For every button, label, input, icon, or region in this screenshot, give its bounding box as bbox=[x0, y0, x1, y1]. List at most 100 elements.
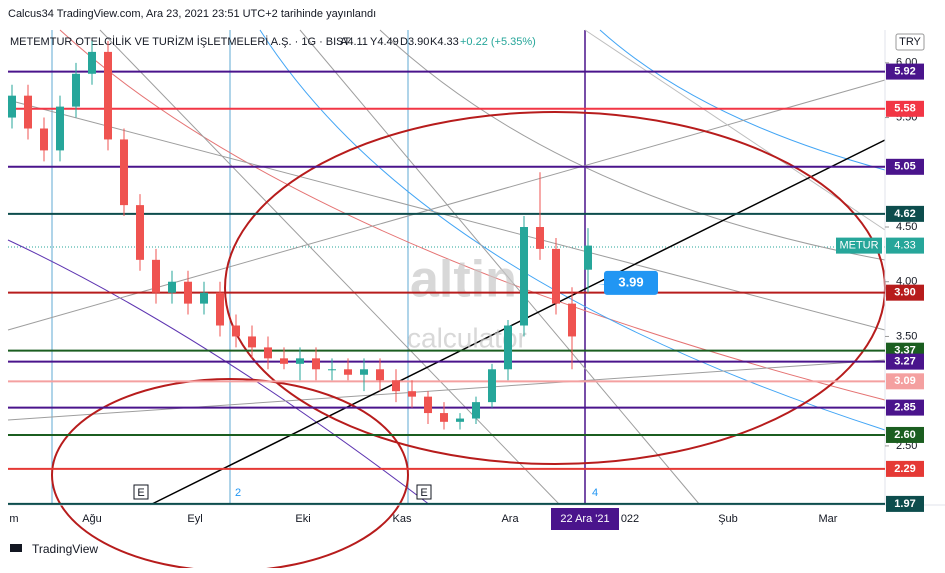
candle-body bbox=[552, 248, 560, 304]
candle-body bbox=[200, 292, 208, 304]
candle-body bbox=[296, 358, 304, 364]
candle-body bbox=[264, 347, 272, 359]
candle-body bbox=[392, 380, 400, 392]
level-label: 3.09 bbox=[894, 375, 915, 387]
last-name: METUR bbox=[839, 240, 878, 252]
ohlc-value: Y4.49 bbox=[370, 36, 399, 48]
level-label: 5.58 bbox=[894, 103, 915, 115]
ohlc-value: D3.90 bbox=[400, 36, 429, 48]
candle-body bbox=[328, 369, 336, 371]
x-tick-label: Eyl bbox=[187, 513, 202, 525]
logo-text: TradingView bbox=[32, 542, 98, 556]
candle-body bbox=[104, 51, 112, 140]
marker: E bbox=[420, 487, 427, 499]
candle-body bbox=[456, 418, 464, 422]
candle-body bbox=[8, 95, 16, 118]
level-label: 2.29 bbox=[894, 463, 915, 475]
candle-body bbox=[504, 325, 512, 370]
published-note: Calcus34 TradingView.com, Ara 23, 2021 2… bbox=[8, 8, 376, 20]
ohlc-value: A4.11 bbox=[340, 36, 368, 48]
level-label: 2.85 bbox=[894, 401, 915, 413]
level-label-box bbox=[886, 284, 924, 301]
candle-body bbox=[280, 358, 288, 364]
x-tick-label: Mar bbox=[819, 513, 838, 525]
level-label-box bbox=[886, 100, 924, 117]
crosshair-box bbox=[551, 508, 619, 530]
symbol-title: METEMTUR OTELCİLİK VE TURİZM İŞLETMELERİ… bbox=[10, 35, 351, 48]
candle-body bbox=[408, 391, 416, 397]
currency: TRY bbox=[899, 36, 921, 48]
candle-body bbox=[536, 227, 544, 249]
candle-body bbox=[312, 358, 320, 370]
level-label-box bbox=[886, 460, 924, 477]
candle-body bbox=[520, 227, 528, 326]
level-label-box bbox=[886, 426, 924, 443]
y-tick-label: 4.00 bbox=[896, 276, 917, 288]
level-label-box bbox=[886, 495, 924, 512]
x-tick-label: Eki bbox=[295, 513, 310, 525]
candle-body bbox=[472, 402, 480, 419]
last-price-box bbox=[886, 237, 924, 254]
candle-body bbox=[424, 396, 432, 414]
watermark: altin calculator bbox=[407, 251, 527, 354]
level-label: 2.60 bbox=[894, 429, 915, 441]
candle-body bbox=[344, 369, 352, 375]
level-label: 1.97 bbox=[894, 498, 915, 510]
marker-box bbox=[133, 484, 149, 500]
candle-body bbox=[72, 73, 80, 107]
candle-body bbox=[440, 413, 448, 422]
watermark-text: altin bbox=[410, 251, 517, 309]
marker-box bbox=[416, 484, 432, 500]
candle-body bbox=[152, 259, 160, 293]
x-tick-label: m bbox=[9, 513, 18, 525]
ohlc-value: +0.22 (+5.35%) bbox=[460, 36, 536, 48]
level-label-box bbox=[886, 158, 924, 175]
level-label-box bbox=[886, 373, 924, 390]
ohlc-value: K4.33 bbox=[430, 36, 459, 48]
candle-body bbox=[248, 336, 256, 348]
x-tick-label: Ara bbox=[501, 513, 519, 525]
level-label-box bbox=[886, 205, 924, 222]
last-price: 4.33 bbox=[894, 240, 915, 252]
candle-body bbox=[56, 106, 64, 151]
level-label-box bbox=[886, 399, 924, 416]
candle-body bbox=[488, 369, 496, 403]
candle-body bbox=[232, 325, 240, 337]
candle-body bbox=[168, 281, 176, 293]
crosshair-label: 22 Ara '21 bbox=[560, 513, 609, 525]
candle-body bbox=[568, 303, 576, 337]
level-label: 5.05 bbox=[894, 161, 915, 173]
x-tick-label: Kas bbox=[393, 513, 412, 525]
x-tick-label: Ağu bbox=[82, 513, 102, 525]
ohlc-legend: A4.11 Y4.49 D3.90 K4.33 +0.22 (+5.35%) bbox=[340, 36, 536, 48]
candle-body bbox=[120, 139, 128, 206]
x-tick-label: Şub bbox=[718, 513, 738, 525]
marker: E bbox=[137, 487, 144, 499]
candle-body bbox=[216, 292, 224, 326]
level-label-box bbox=[886, 63, 924, 80]
level-label: 4.62 bbox=[894, 208, 915, 220]
currency-box bbox=[895, 33, 925, 51]
candle-body bbox=[360, 369, 368, 375]
candle-body bbox=[24, 95, 32, 129]
y-tick-label: 4.50 bbox=[896, 221, 917, 233]
callout-box bbox=[604, 270, 658, 295]
candle-body bbox=[376, 369, 384, 381]
level-label: 3.27 bbox=[894, 356, 915, 368]
marker: 2 bbox=[235, 487, 241, 499]
level-label-box bbox=[886, 353, 924, 370]
candle-body bbox=[40, 128, 48, 151]
level-label: 3.37 bbox=[894, 345, 915, 357]
candle-body bbox=[136, 205, 144, 260]
candle-body bbox=[184, 281, 192, 304]
level-label: 5.92 bbox=[894, 65, 915, 77]
x-tick-label: 022 bbox=[621, 513, 639, 525]
callout-label: 3.99 bbox=[618, 274, 643, 289]
level-label: 3.90 bbox=[894, 287, 915, 299]
last-name-box bbox=[836, 237, 882, 254]
candle-body bbox=[584, 245, 592, 270]
marker: 4 bbox=[592, 487, 598, 499]
candle-body bbox=[88, 51, 96, 74]
tv-logo bbox=[10, 544, 22, 552]
